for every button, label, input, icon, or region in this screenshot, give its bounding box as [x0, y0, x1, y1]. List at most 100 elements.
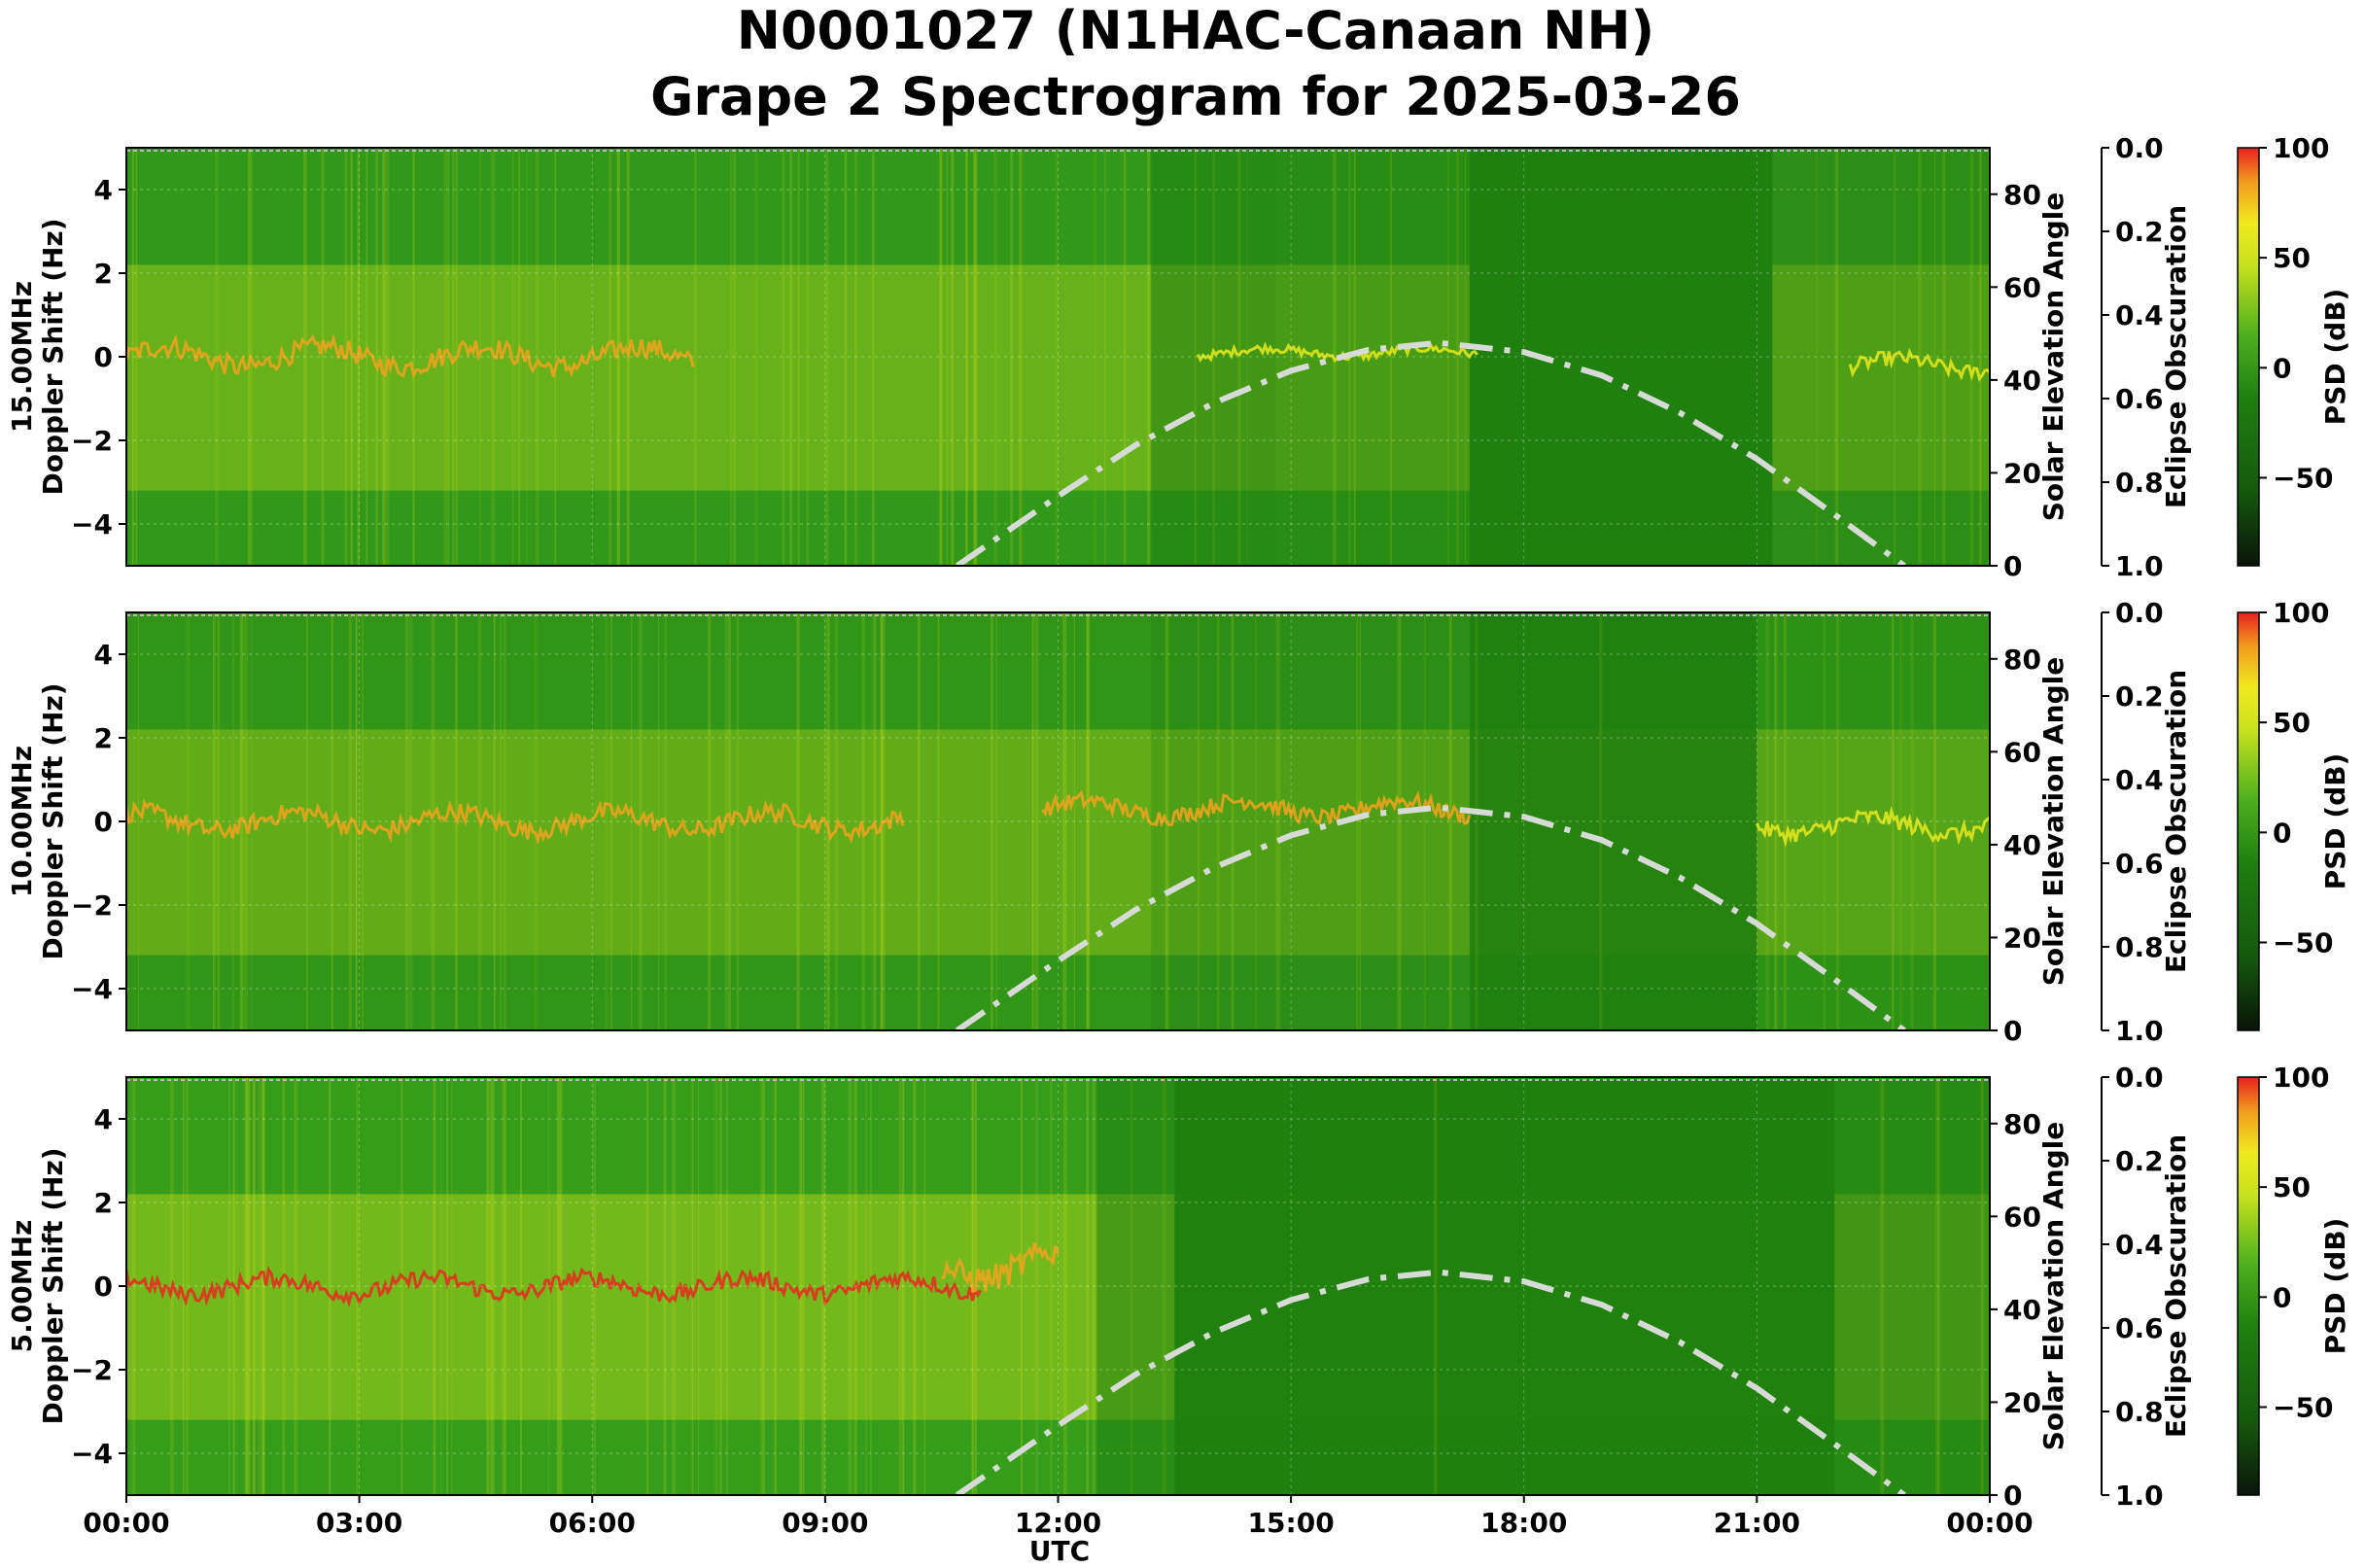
obscuration-tick-label: 0.6	[2115, 383, 2164, 415]
streak	[617, 148, 621, 566]
streak	[871, 148, 875, 566]
streak	[321, 148, 325, 566]
obscuration-tick-label: 0.0	[2115, 597, 2164, 629]
obscuration-tick-label: 0.4	[2115, 764, 2164, 796]
streak	[502, 1077, 506, 1495]
x-tick-label: 18:00	[1480, 1507, 1567, 1539]
x-tick-label: 00:00	[1946, 1507, 2033, 1539]
elevation-tick-label: 60	[2003, 271, 2041, 303]
streak	[259, 1077, 262, 1495]
activity-band	[1174, 1194, 1834, 1419]
colorbar-tick-label: −50	[2273, 926, 2333, 958]
streak	[775, 1077, 777, 1495]
streak	[1423, 612, 1426, 1030]
y-tick-label: 4	[94, 1103, 113, 1135]
streak	[1032, 612, 1035, 1030]
streak	[610, 612, 612, 1030]
y-axis-label: Doppler Shift (Hz)	[37, 682, 69, 959]
streak	[1020, 1077, 1023, 1495]
x-tick-label: 12:00	[1015, 1507, 1101, 1539]
streak	[135, 148, 138, 566]
activity-band	[1772, 264, 1990, 491]
obscuration-tick-label: 1.0	[2115, 550, 2164, 582]
streak	[951, 148, 955, 566]
streak	[511, 148, 514, 566]
streak	[1892, 612, 1895, 1030]
streak	[1834, 148, 1839, 566]
x-tick-label: 21:00	[1714, 1507, 1800, 1539]
colorbar	[2237, 147, 2260, 567]
streak	[1062, 1077, 1067, 1495]
panel-1: 420−2−415.00MHz Doppler Shift (Hz)8060402…	[6, 132, 2351, 582]
elevation-tick-label: 20	[2003, 922, 2041, 954]
streak	[645, 1077, 649, 1495]
streak	[789, 148, 793, 566]
y-tick-label: 2	[94, 1187, 113, 1219]
streak	[400, 1077, 403, 1495]
y-tick-label: −4	[71, 973, 113, 1005]
y-tick-label: −2	[71, 1354, 113, 1386]
elevation-tick-label: 40	[2003, 829, 2041, 861]
streak	[697, 1077, 700, 1495]
activity-region	[1096, 1077, 1175, 1495]
streak	[231, 612, 235, 1030]
streak	[1062, 612, 1066, 1030]
elevation-tick-label: 40	[2003, 365, 2041, 397]
obscuration-tick-label: 0.6	[2115, 1312, 2164, 1344]
streak	[1475, 612, 1478, 1030]
streak	[631, 612, 633, 1030]
streak	[1783, 612, 1786, 1030]
streak	[1456, 148, 1459, 566]
streak	[938, 148, 943, 566]
streak	[1065, 612, 1067, 1030]
colorbar-tick-label: −50	[2273, 462, 2333, 494]
streak	[736, 612, 740, 1030]
x-tick-label: 09:00	[782, 1507, 868, 1539]
y-tick-label: 4	[94, 174, 113, 206]
streak	[1094, 148, 1096, 566]
activity-band	[1470, 729, 1757, 955]
streak	[1390, 148, 1393, 566]
streak	[802, 1077, 804, 1495]
streak	[1197, 612, 1200, 1030]
streak	[1359, 612, 1362, 1030]
streak	[826, 612, 830, 1030]
obscuration-tick-label: 0.0	[2115, 1062, 2164, 1094]
streak	[1086, 612, 1090, 1030]
x-axis-label: UTC	[1029, 1535, 1090, 1567]
doppler-trace	[940, 1242, 1060, 1293]
streak	[940, 148, 942, 566]
streak	[1092, 1077, 1096, 1495]
streak	[754, 148, 758, 566]
streak	[1816, 148, 1818, 566]
obscuration-tick-label: 0.2	[2115, 1145, 2164, 1177]
streak	[853, 148, 858, 566]
streak	[728, 612, 731, 1030]
streak	[1086, 612, 1091, 1030]
streak	[452, 148, 455, 566]
streak	[825, 148, 827, 566]
streak	[185, 1077, 190, 1495]
streak	[724, 612, 728, 1030]
streak	[694, 148, 697, 566]
streak	[212, 612, 215, 1030]
colorbar	[2237, 1076, 2260, 1496]
elevation-tick-label: 40	[2003, 1294, 2041, 1326]
streak	[431, 612, 435, 1030]
streak	[1433, 1077, 1437, 1495]
streak	[439, 1077, 442, 1495]
activity-band	[126, 264, 1152, 491]
streak	[1231, 612, 1235, 1030]
streak	[252, 1077, 255, 1495]
streak	[536, 148, 539, 566]
y-tick-label: 2	[94, 258, 113, 290]
streak	[1255, 612, 1257, 1030]
streak	[447, 148, 449, 566]
figure-title-line1: N0001027 (N1HAC-Canaan NH)	[737, 0, 1654, 61]
activity-region	[1151, 148, 1276, 566]
streak	[708, 612, 712, 1030]
colorbar-tick-label: 50	[2273, 242, 2311, 274]
streak	[365, 148, 368, 566]
streak	[412, 148, 415, 566]
